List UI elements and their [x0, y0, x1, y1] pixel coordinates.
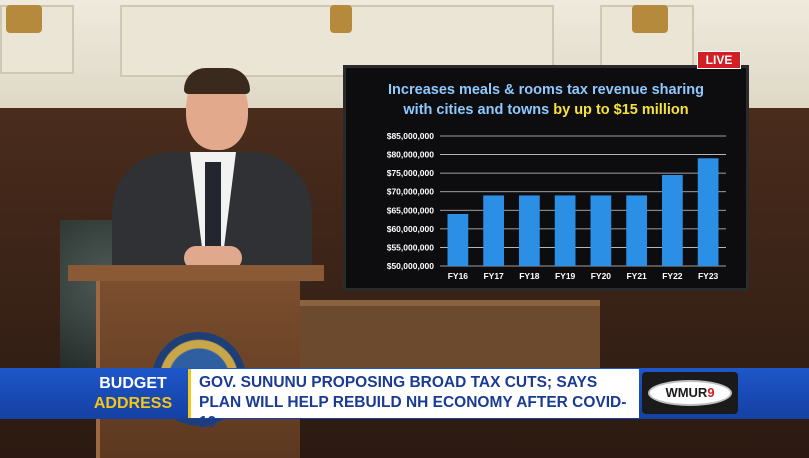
y-tick-label: $60,000,000	[387, 224, 435, 234]
bar	[519, 195, 540, 266]
x-tick-label: FY20	[591, 271, 612, 281]
y-tick-label: $85,000,000	[387, 131, 435, 141]
chart-title-line2: with cities and towns by up to $15 milli…	[346, 100, 746, 120]
bar	[697, 158, 719, 266]
bar	[590, 195, 612, 266]
chart-title-line1: Increases meals & rooms tax revenue shar…	[388, 82, 704, 98]
speaker	[112, 68, 312, 282]
bar	[626, 195, 647, 266]
wall-sconce	[6, 5, 42, 33]
bar	[554, 195, 576, 266]
station-logo: WMUR9	[642, 372, 738, 414]
chart-title-line2-a: with cities and towns	[403, 102, 554, 118]
bar	[483, 195, 504, 266]
wall-sconce	[632, 5, 668, 33]
x-tick-label: FY19	[555, 271, 576, 281]
headline-line2: PLAN WILL HELP REBUILD NH ECONOMY AFTER …	[199, 394, 627, 431]
y-tick-label: $75,000,000	[387, 168, 435, 178]
mantel	[300, 300, 600, 376]
hair	[184, 68, 250, 94]
y-tick-label: $65,000,000	[387, 205, 435, 215]
wmur-logo-icon: WMUR9	[648, 380, 732, 406]
bar	[447, 214, 469, 266]
x-tick-label: FY22	[662, 271, 683, 281]
label-line1: BUDGET	[99, 375, 167, 392]
y-tick-label: $70,000,000	[387, 187, 435, 197]
podium-top	[68, 265, 324, 281]
y-tick-label: $55,000,000	[387, 242, 435, 252]
chart-title-highlight: by up to $15 million	[553, 102, 689, 118]
logo-number: 9	[707, 385, 715, 400]
bar	[662, 175, 683, 266]
budget-address-label: BUDGET ADDRESS	[78, 370, 188, 418]
tie	[205, 162, 221, 252]
chart-title: Increases meals & rooms tax revenue shar…	[346, 80, 746, 120]
wall-sconce	[330, 5, 352, 33]
logo-text: WMUR	[665, 385, 708, 400]
live-badge: LIVE	[697, 51, 741, 69]
presentation-screen: Increases meals & rooms tax revenue shar…	[343, 65, 749, 291]
bar-chart: $50,000,000 $55,000,000 $60,000,000 $65,000…	[387, 131, 726, 281]
x-tick-label: FY16	[448, 271, 469, 281]
y-tick-label: $80,000,000	[387, 150, 435, 160]
x-tick-label: FY23	[698, 271, 719, 281]
x-tick-label: FY17	[483, 271, 504, 281]
y-tick-label: $50,000,000	[387, 261, 435, 271]
x-tick-label: FY18	[519, 271, 540, 281]
label-line2: ADDRESS	[93, 395, 173, 412]
x-tick-label: FY21	[626, 271, 647, 281]
headline-line1: GOV. SUNUNU PROPOSING BROAD TAX CUTS; SA…	[199, 374, 598, 391]
headline: GOV. SUNUNU PROPOSING BROAD TAX CUTS; SA…	[188, 369, 639, 431]
